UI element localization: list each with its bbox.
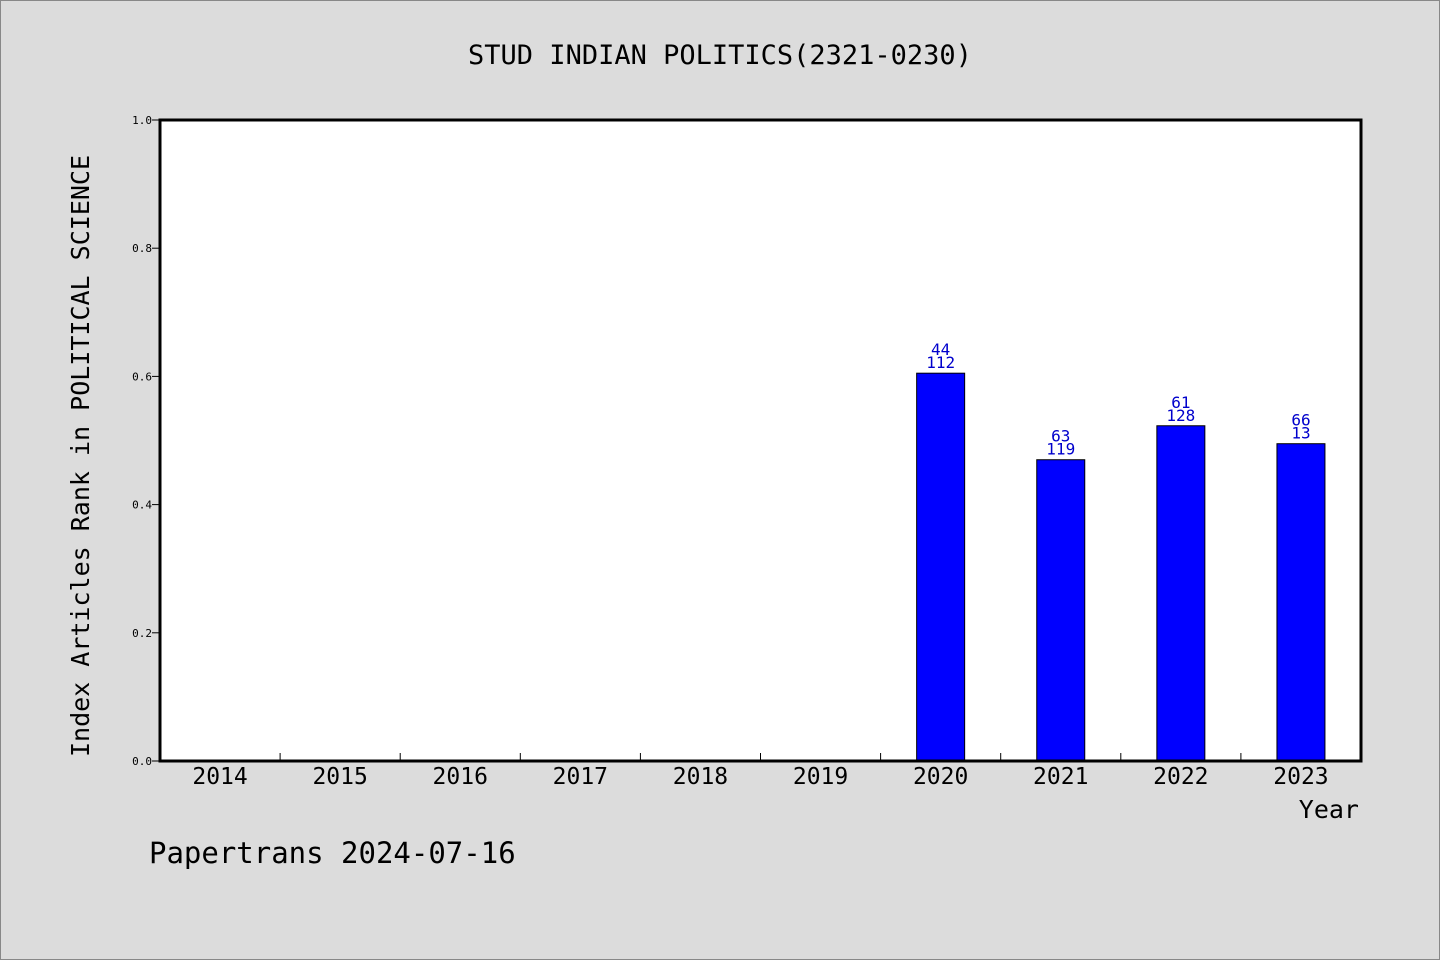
x-tick-label: 2017 — [553, 764, 608, 790]
bar-2023 — [1276, 443, 1326, 762]
bar-label-bottom: 13 — [1291, 424, 1310, 443]
bar-label-bottom: 128 — [1166, 406, 1195, 425]
y-tick-label: 0.2 — [132, 627, 152, 640]
y-tick-label: 0.4 — [132, 499, 152, 512]
bar-label-bottom: 119 — [1046, 440, 1075, 459]
bar-label-top: 63 — [1051, 427, 1070, 446]
bar-2022 — [1156, 425, 1206, 762]
y-tick-label: 0.8 — [132, 242, 152, 255]
x-tick-label: 2018 — [673, 764, 728, 790]
bar-2021 — [1036, 459, 1086, 762]
x-tick-label: 2020 — [913, 764, 968, 790]
bar-label-bottom: 112 — [926, 353, 955, 372]
y-axis-ticks: 0.0 0.2 0.4 0.6 0.8 1.0 — [132, 114, 160, 768]
y-tick-label: 0.6 — [132, 370, 152, 383]
bar-2020 — [916, 372, 966, 762]
bar-label-top: 66 — [1291, 411, 1310, 430]
x-tick-label: 2022 — [1153, 764, 1208, 790]
footer-text: Papertrans 2024-07-16 — [149, 836, 516, 870]
x-tick-label: 2015 — [312, 764, 367, 790]
x-tick-label: 2014 — [192, 764, 247, 790]
bar-label-top: 44 — [931, 340, 950, 359]
y-tick-label: 1.0 — [132, 114, 152, 127]
x-tick-label: 2021 — [1033, 764, 1088, 790]
bars-group — [916, 372, 1326, 762]
x-tick-label: 2019 — [793, 764, 848, 790]
y-axis-label: Index Articles Rank in POLITICAL SCIENCE — [66, 155, 95, 757]
x-axis-label: Year — [1299, 795, 1359, 824]
x-axis-ticks: 2014 2015 2016 2017 2018 2019 2020 2021 2022 2023 — [192, 753, 1329, 790]
x-tick-label: 2016 — [433, 764, 488, 790]
chart-title: STUD INDIAN POLITICS(2321-0230) — [468, 40, 972, 71]
y-tick-label: 0.0 — [132, 755, 152, 768]
bar-label-top: 61 — [1171, 393, 1190, 412]
x-tick-label: 2023 — [1273, 764, 1328, 790]
